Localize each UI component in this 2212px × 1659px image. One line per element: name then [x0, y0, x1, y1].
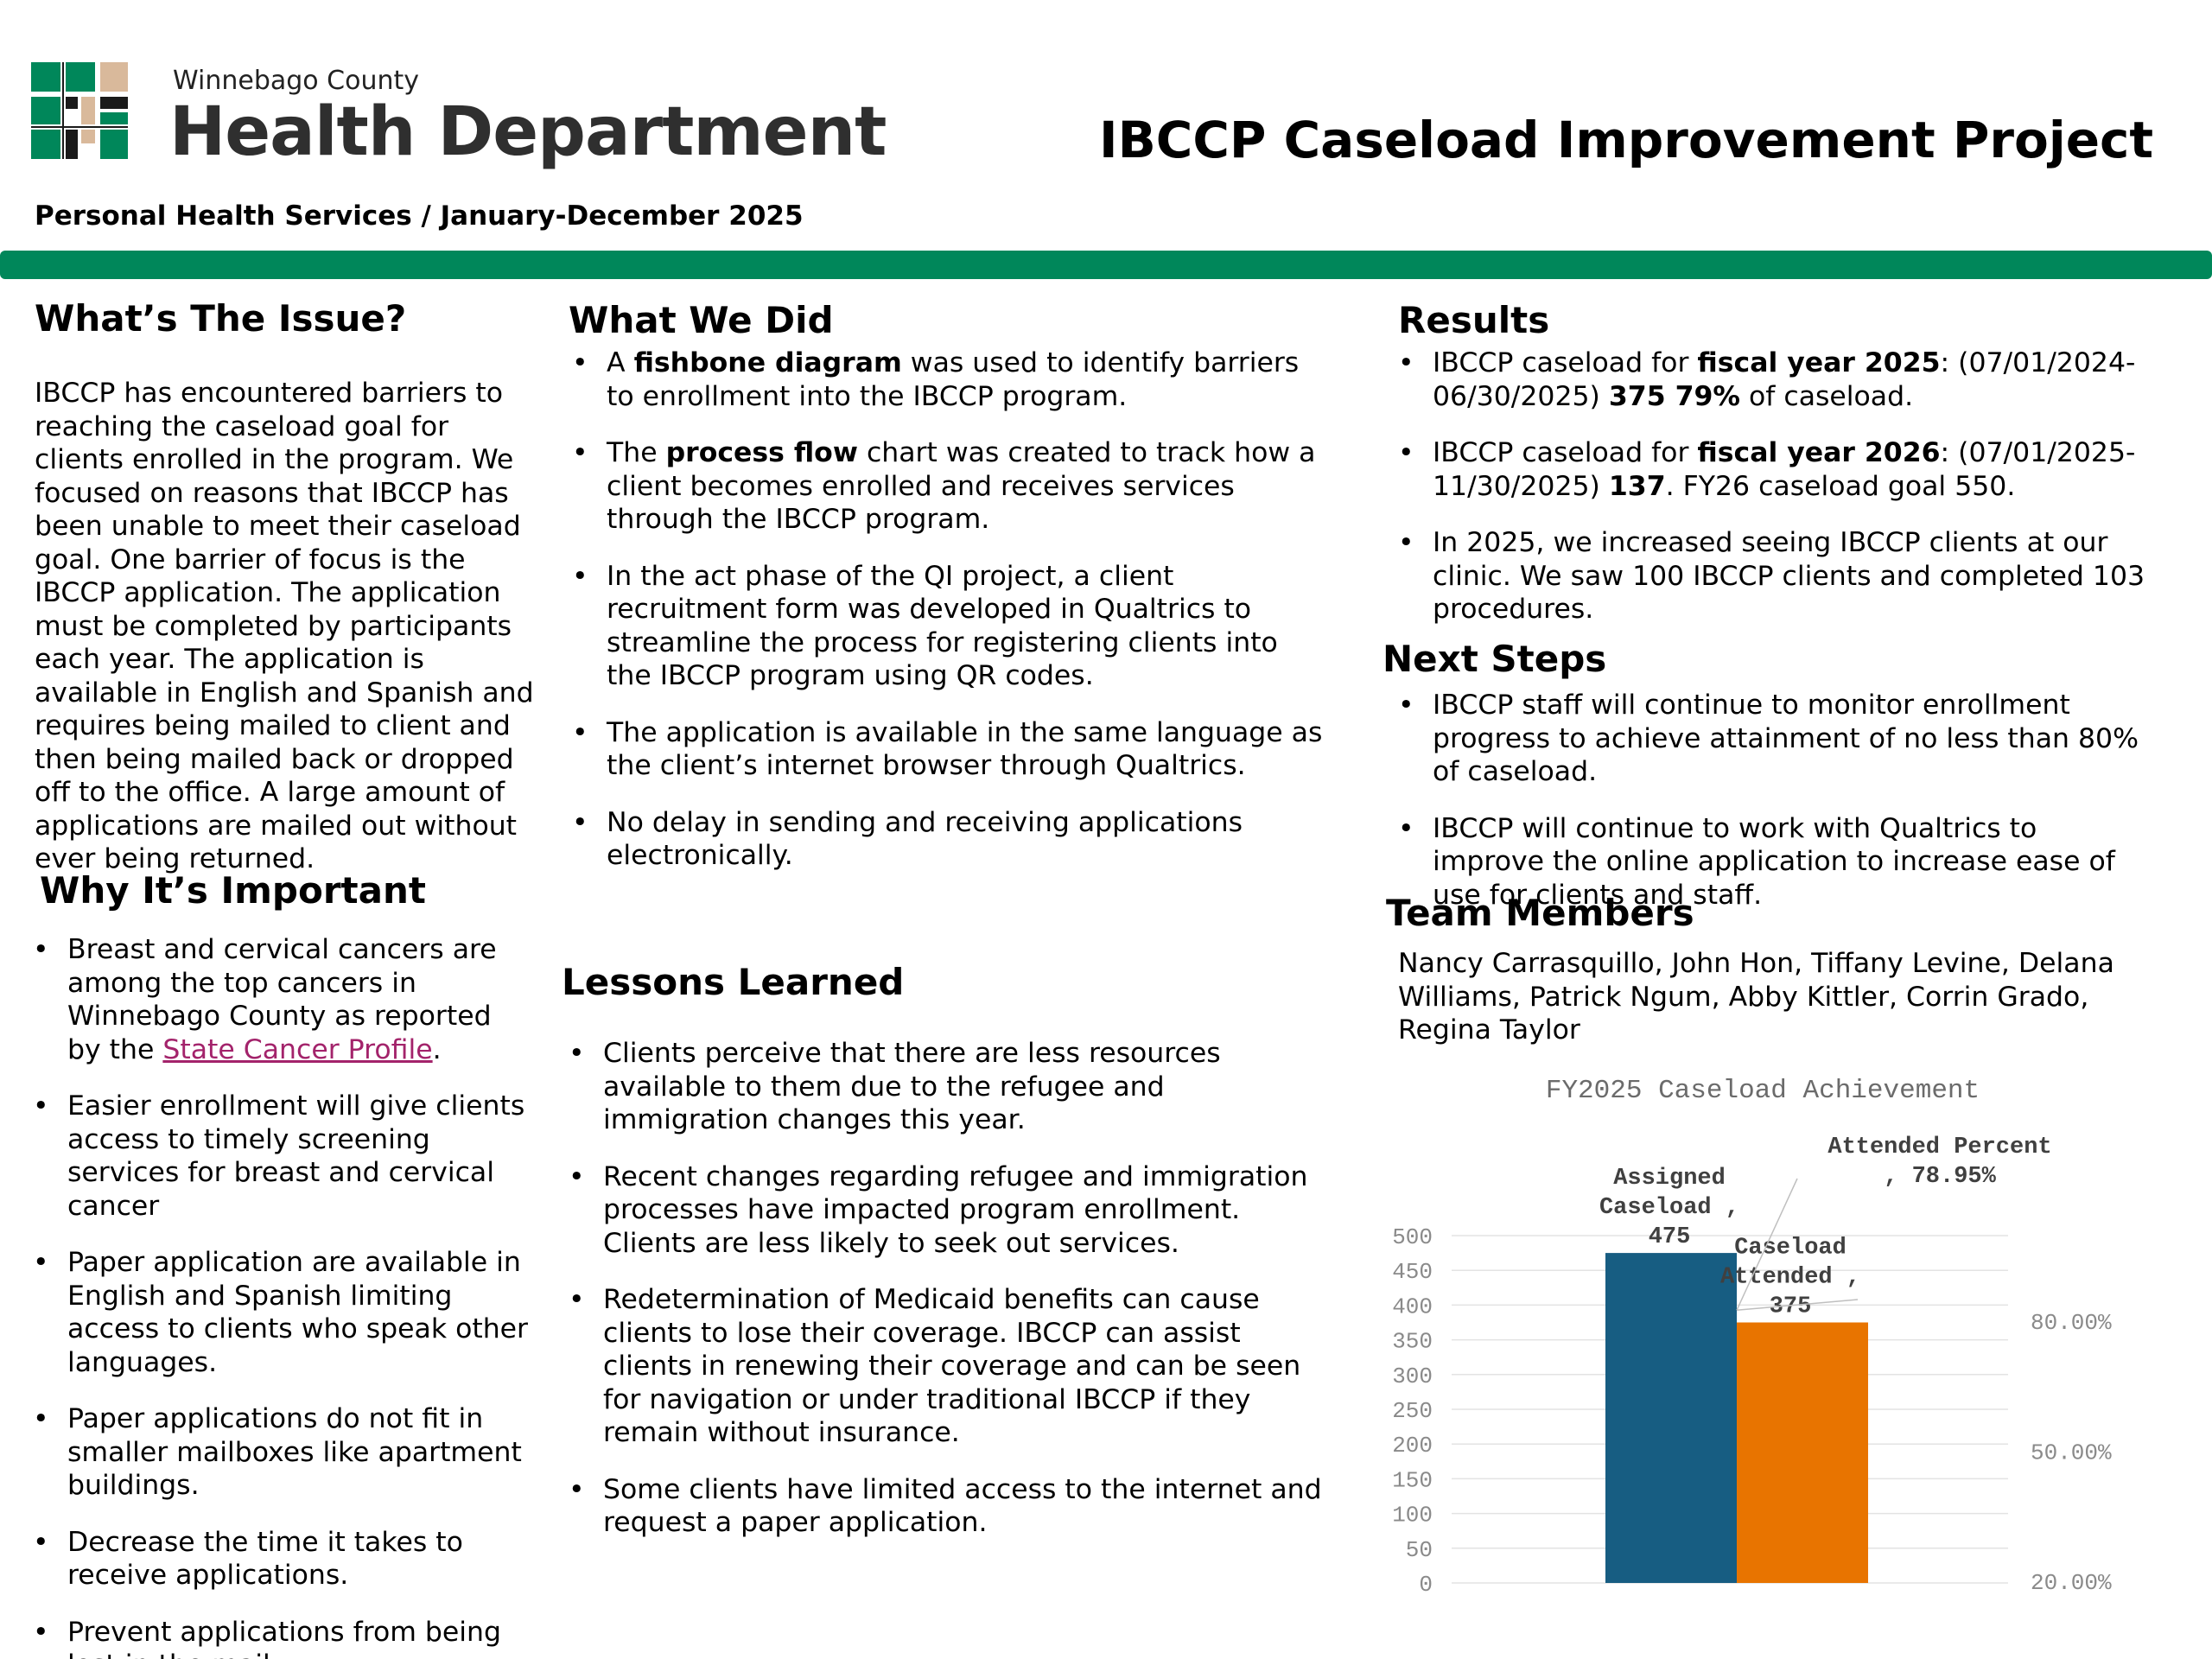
team-heading: Team Members	[1386, 892, 1694, 934]
health-department-logo-icon	[31, 62, 128, 159]
data-label: Caseload Attended , 375	[1720, 1236, 1860, 1320]
list-item: The application is available in the same…	[570, 716, 1331, 783]
list-item: In the act phase of the QI project, a cl…	[570, 560, 1331, 693]
lessons-list: Clients perceive that there are less res…	[567, 1037, 1336, 1563]
y-tick-label: 350	[1392, 1329, 1433, 1355]
results-list: IBCCP caseload for fiscal year 2025: (07…	[1396, 346, 2157, 650]
org-department-name: Health Department	[169, 93, 887, 171]
bar-assigned	[1605, 1253, 1737, 1583]
list-item: Prevent applications from being lost in …	[31, 1616, 532, 1659]
list-item: Paper applications do not fit in smaller…	[31, 1402, 532, 1503]
secondary-tick-label: 20.00%	[2031, 1570, 2112, 1596]
list-item: Some clients have limited access to the …	[567, 1473, 1336, 1540]
y-tick-label: 100	[1392, 1503, 1433, 1529]
list-item: Clients perceive that there are less res…	[567, 1037, 1336, 1137]
attended-leader-line	[1736, 1299, 1859, 1312]
header-divider-bar	[0, 251, 2212, 279]
y-tick-label: 50	[1406, 1537, 1433, 1563]
next-steps-list: IBCCP staff will continue to monitor enr…	[1396, 689, 2157, 935]
list-item: Paper application are available in Engli…	[31, 1246, 532, 1379]
percent-leader-line	[1736, 1178, 1798, 1311]
y-tick-label: 200	[1392, 1433, 1433, 1459]
list-item: The process flow chart was created to tr…	[570, 436, 1331, 537]
list-item: Recent changes regarding refugee and imm…	[567, 1160, 1336, 1261]
y-tick-label: 0	[1419, 1572, 1433, 1598]
list-item: No delay in sending and receiving applic…	[570, 806, 1331, 873]
list-item: A fishbone diagram was used to identify …	[570, 346, 1331, 413]
list-item: IBCCP caseload for fiscal year 2026: (07…	[1396, 436, 2157, 503]
y-tick-label: 400	[1392, 1294, 1433, 1319]
important-heading: Why It’s Important	[40, 869, 426, 912]
secondary-tick-label: 50.00%	[2031, 1440, 2112, 1466]
list-item: Decrease the time it takes to receive ap…	[31, 1526, 532, 1592]
y-tick-label: 250	[1392, 1398, 1433, 1424]
y-tick-label: 450	[1392, 1259, 1433, 1285]
did-heading: What We Did	[569, 299, 834, 341]
did-list: A fishbone diagram was used to identify …	[570, 346, 1331, 896]
secondary-tick-label: 80.00%	[2031, 1310, 2112, 1336]
caseload-bar-chart: FY2025 Caseload Achievement 0 50 100 150 200 2…	[1392, 1076, 2112, 1598]
important-list: Breast and cervical cancers are among th…	[31, 933, 532, 1659]
issue-text: IBCCP has encountered barriers to reachi…	[35, 378, 534, 874]
y-tick-label: 500	[1392, 1224, 1433, 1250]
page-subtitle: Personal Health Services / January-Decem…	[35, 200, 804, 232]
data-label: Assigned Caseload , 475	[1599, 1166, 1739, 1250]
lessons-heading: Lessons Learned	[562, 961, 905, 1003]
page-title: IBCCP Caseload Improvement Project	[1099, 111, 2154, 169]
org-county-name: Winnebago County	[173, 66, 420, 96]
issue-heading: What’s The Issue?	[35, 297, 407, 340]
list-item: In 2025, we increased seeing IBCCP clien…	[1396, 526, 2157, 626]
list-item: Redetermination of Medicaid benefits can…	[567, 1283, 1336, 1450]
list-item: IBCCP staff will continue to monitor enr…	[1396, 689, 2157, 789]
y-tick-label: 150	[1392, 1467, 1433, 1493]
results-heading: Results	[1398, 299, 1550, 341]
percent-data-label: Attended Percent, 78.95%	[1827, 1135, 2051, 1190]
list-item: IBCCP caseload for fiscal year 2025: (07…	[1396, 346, 2157, 413]
chart-title: FY2025 Caseload Achievement	[1546, 1076, 1980, 1106]
y-tick-label: 300	[1392, 1363, 1433, 1389]
list-item: IBCCP will continue to work with Qualtri…	[1396, 812, 2157, 912]
team-members-text: Nancy Carrasquillo, John Hon, Tiffany Le…	[1398, 948, 2114, 1046]
list-item: Breast and cervical cancers are among th…	[31, 933, 532, 1066]
list-item: Easier enrollment will give clients acce…	[31, 1090, 532, 1223]
state-cancer-profile-link[interactable]: State Cancer Profile	[162, 1033, 433, 1065]
bar-attended	[1737, 1322, 1868, 1583]
next-steps-heading: Next Steps	[1382, 638, 1607, 680]
